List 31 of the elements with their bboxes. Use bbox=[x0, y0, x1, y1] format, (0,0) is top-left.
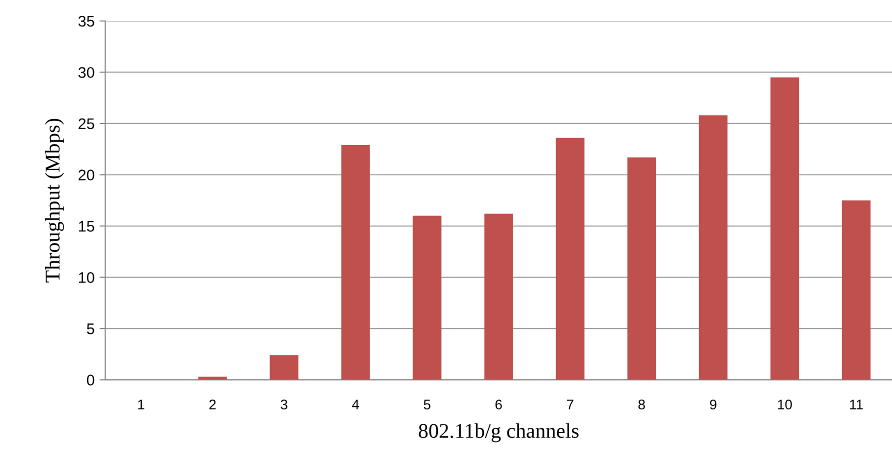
y-tick-label: 30 bbox=[78, 67, 94, 78]
bar bbox=[698, 115, 728, 380]
y-tick-label: 0 bbox=[86, 374, 94, 386]
x-tick-label: 6 bbox=[495, 400, 502, 410]
y-tick-label: 35 bbox=[78, 16, 94, 27]
y-tick-label: 10 bbox=[79, 272, 94, 283]
x-tick-label: 4 bbox=[352, 400, 360, 410]
x-tick-label: 3 bbox=[280, 400, 288, 410]
y-axis-title: Throughput (Mbps) bbox=[45, 118, 64, 282]
y-tick-label: 20 bbox=[78, 170, 94, 180]
bar bbox=[198, 376, 227, 380]
x-tick-label: 8 bbox=[638, 400, 645, 410]
y-tick-label: 15 bbox=[79, 221, 94, 232]
x-tick-label: 7 bbox=[567, 400, 574, 410]
x-tick-label: 1 bbox=[138, 400, 144, 410]
x-axis-title: 802.11b/g channels bbox=[418, 423, 578, 442]
bar bbox=[412, 216, 442, 380]
bar bbox=[484, 214, 513, 380]
bar bbox=[770, 77, 800, 380]
y-tick-label: 25 bbox=[78, 118, 94, 130]
x-tick-label: 10 bbox=[778, 400, 792, 410]
x-tick-label: 9 bbox=[710, 400, 716, 410]
bar bbox=[627, 157, 656, 380]
bar bbox=[270, 355, 298, 380]
y-tick-label: 5 bbox=[86, 324, 94, 334]
bar bbox=[556, 138, 584, 380]
bar bbox=[842, 200, 871, 380]
x-tick-label: 5 bbox=[424, 400, 430, 410]
bar bbox=[341, 145, 370, 380]
x-tick-label: 2 bbox=[209, 400, 216, 410]
x-tick-label: 11 bbox=[850, 400, 863, 410]
